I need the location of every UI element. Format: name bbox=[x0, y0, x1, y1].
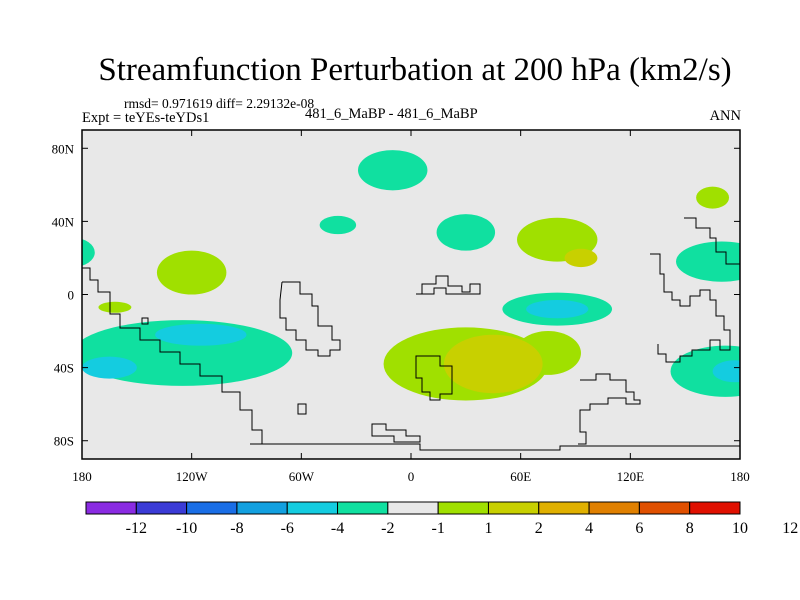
stats-text: rmsd= 0.971619 diff= 2.29132e-08 bbox=[124, 96, 315, 111]
colorbar-label: 2 bbox=[535, 520, 543, 537]
colorbar-label: 1 bbox=[484, 520, 492, 537]
coastline-europe bbox=[416, 275, 481, 295]
contour-region-9 bbox=[526, 299, 589, 319]
colorbar-label: 6 bbox=[635, 520, 643, 537]
contour-region-12 bbox=[82, 239, 95, 266]
x-tick-label: 180 bbox=[72, 469, 92, 484]
colorbar: -12 -10 -8 -6 -4 -2 -1 1 2 4 6 8 10 12 bbox=[85, 501, 798, 537]
colorbar-swatch bbox=[487, 501, 540, 515]
contour-region-15 bbox=[82, 356, 137, 379]
x-axis: 180 120W 60W 0 60E 120E 180 bbox=[72, 130, 750, 484]
contour-fills bbox=[82, 150, 740, 401]
coastline-south-america bbox=[279, 281, 341, 357]
colorbar-swatch bbox=[538, 501, 590, 515]
colorbar-label: -10 bbox=[176, 520, 197, 537]
contour-region-14 bbox=[155, 323, 247, 346]
contour-region-6 bbox=[696, 186, 730, 209]
coastline-antarctic-islands bbox=[297, 403, 421, 443]
x-tick-label: 0 bbox=[408, 469, 415, 484]
colorbar-label: -2 bbox=[381, 520, 394, 537]
colorbar-swatch bbox=[437, 501, 489, 515]
colorbar-swatch bbox=[689, 501, 741, 515]
colorbar-label: -4 bbox=[331, 520, 344, 537]
colorbar-swatch bbox=[85, 501, 137, 515]
coastline-americas bbox=[82, 267, 263, 445]
x-tick-label: 60W bbox=[289, 469, 315, 484]
colorbar-swatch bbox=[337, 501, 389, 515]
x-tick-label: 120E bbox=[617, 469, 645, 484]
y-tick-label: 0 bbox=[68, 288, 75, 303]
contour-region-5 bbox=[564, 248, 598, 268]
contour-region-2 bbox=[436, 214, 496, 251]
colorbar-label: -12 bbox=[126, 520, 147, 537]
colorbar-swatch bbox=[638, 501, 691, 515]
colorbar-swatch bbox=[135, 501, 188, 515]
contour-region-17 bbox=[712, 360, 740, 383]
colorbar-swatch bbox=[236, 501, 288, 515]
y-tick-label: 40N bbox=[52, 214, 75, 229]
colorbar-label: -8 bbox=[230, 520, 243, 537]
coastline-antarctica bbox=[250, 443, 740, 451]
contour-region-0 bbox=[357, 150, 428, 191]
x-tick-label: 120W bbox=[176, 469, 209, 484]
colorbar-swatch bbox=[186, 501, 238, 515]
chart-title: Streamfunction Perturbation at 200 hPa (… bbox=[98, 52, 732, 88]
colorbar-swatch bbox=[286, 501, 339, 515]
colorbar-label: 4 bbox=[585, 520, 593, 537]
coastlines bbox=[82, 217, 740, 451]
x-tick-label: 60E bbox=[510, 469, 531, 484]
colorbar-label: -1 bbox=[431, 520, 444, 537]
colorbar-swatch bbox=[588, 501, 640, 515]
colorbar-swatch bbox=[387, 501, 439, 515]
contour-region-16 bbox=[670, 345, 740, 397]
coastline-australia bbox=[578, 373, 641, 445]
contour-region-7 bbox=[676, 241, 740, 282]
case-label: 481_6_MaBP - 481_6_MaBP bbox=[305, 106, 478, 122]
experiment-label: Expt = teYEs-teYDs1 bbox=[82, 110, 210, 126]
x-tick-label: 180 bbox=[730, 469, 750, 484]
y-axis: 80N 40N 0 40S 80S bbox=[52, 141, 740, 449]
coastline-east-asia bbox=[650, 253, 731, 363]
y-tick-label: 80N bbox=[52, 141, 75, 156]
y-tick-label: 40S bbox=[54, 361, 74, 376]
coastline-asia bbox=[684, 217, 740, 265]
season-label: ANN bbox=[709, 108, 741, 124]
contour-region-10 bbox=[156, 250, 227, 295]
colorbar-label: -6 bbox=[281, 520, 294, 537]
contour-region-20 bbox=[443, 334, 543, 394]
colorbar-label: 10 bbox=[732, 520, 748, 537]
colorbar-label: 12 bbox=[782, 520, 798, 537]
contour-region-1 bbox=[319, 215, 357, 235]
y-tick-label: 80S bbox=[54, 434, 74, 449]
coastline-pacific-islands bbox=[141, 317, 149, 325]
colorbar-label: 8 bbox=[686, 520, 694, 537]
contour-region-11 bbox=[98, 301, 132, 313]
coastline-africa bbox=[415, 355, 453, 401]
